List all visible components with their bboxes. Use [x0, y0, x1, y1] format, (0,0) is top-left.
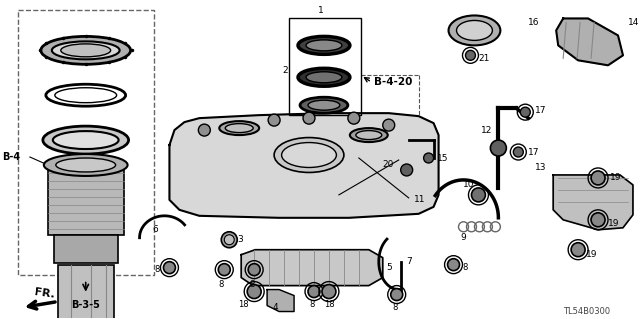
Ellipse shape	[56, 158, 116, 172]
Ellipse shape	[298, 36, 350, 54]
Text: 1: 1	[318, 6, 324, 15]
Text: 4: 4	[272, 303, 278, 312]
Bar	[58, 265, 114, 319]
Ellipse shape	[43, 126, 129, 154]
Text: 21: 21	[479, 54, 490, 63]
Circle shape	[490, 140, 506, 156]
Text: 9: 9	[461, 233, 467, 242]
Ellipse shape	[350, 128, 388, 142]
Text: 15: 15	[436, 153, 448, 162]
Text: 8: 8	[463, 263, 468, 272]
Circle shape	[348, 112, 360, 124]
Circle shape	[571, 243, 585, 257]
Text: 8: 8	[392, 303, 397, 312]
Ellipse shape	[61, 44, 111, 57]
Ellipse shape	[41, 36, 131, 64]
Text: 17: 17	[528, 147, 540, 157]
Circle shape	[224, 235, 234, 245]
Circle shape	[424, 153, 433, 163]
Circle shape	[465, 50, 476, 60]
Text: 6: 6	[152, 225, 158, 234]
Ellipse shape	[53, 131, 118, 149]
Text: 2: 2	[282, 66, 288, 75]
Circle shape	[401, 164, 413, 176]
Circle shape	[163, 262, 175, 274]
Circle shape	[513, 147, 524, 157]
Circle shape	[308, 286, 320, 298]
Text: 18: 18	[238, 300, 248, 309]
Text: 8: 8	[309, 300, 315, 309]
Bar	[54, 235, 118, 263]
Ellipse shape	[449, 15, 500, 45]
Text: 10: 10	[463, 181, 474, 189]
Text: TL54B0300: TL54B0300	[563, 307, 611, 316]
Ellipse shape	[44, 154, 127, 176]
Polygon shape	[556, 19, 623, 65]
Text: 13: 13	[535, 163, 546, 173]
Circle shape	[472, 188, 485, 202]
Ellipse shape	[225, 124, 253, 133]
Text: 20: 20	[382, 160, 394, 169]
Text: 3: 3	[237, 235, 243, 244]
Text: 16: 16	[528, 18, 540, 27]
Circle shape	[221, 232, 237, 248]
Text: 8: 8	[250, 280, 255, 289]
Circle shape	[591, 213, 605, 227]
Circle shape	[520, 107, 531, 117]
Text: 5: 5	[387, 263, 392, 272]
Polygon shape	[267, 290, 294, 312]
Ellipse shape	[298, 68, 350, 86]
Circle shape	[591, 171, 605, 185]
Ellipse shape	[52, 41, 120, 59]
Bar	[289, 19, 361, 115]
Text: 12: 12	[481, 126, 492, 135]
Circle shape	[268, 114, 280, 126]
Bar	[48, 170, 124, 235]
Ellipse shape	[282, 143, 337, 167]
Text: 14: 14	[628, 18, 639, 27]
Text: B-4-20: B-4-20	[374, 77, 412, 87]
Text: 8: 8	[155, 265, 160, 274]
Circle shape	[447, 259, 460, 271]
Circle shape	[248, 264, 260, 276]
Circle shape	[383, 119, 395, 131]
Text: 19: 19	[610, 174, 621, 182]
Circle shape	[303, 112, 315, 124]
Ellipse shape	[456, 20, 492, 41]
Polygon shape	[241, 250, 383, 286]
Circle shape	[247, 285, 261, 299]
Text: 17: 17	[535, 106, 547, 115]
Ellipse shape	[308, 100, 340, 110]
Text: 19: 19	[608, 219, 620, 228]
Text: 18: 18	[324, 300, 334, 309]
Ellipse shape	[356, 130, 381, 140]
Text: 8: 8	[219, 280, 224, 289]
Circle shape	[391, 289, 403, 300]
Ellipse shape	[274, 137, 344, 173]
Text: 7: 7	[406, 257, 412, 266]
Ellipse shape	[220, 121, 259, 135]
Ellipse shape	[306, 40, 342, 51]
Polygon shape	[553, 175, 633, 230]
Text: 11: 11	[413, 195, 425, 204]
Circle shape	[322, 285, 336, 299]
Text: B-4: B-4	[2, 152, 20, 162]
Text: B-3-5: B-3-5	[71, 300, 100, 309]
Text: FR.: FR.	[34, 287, 56, 300]
Text: 19: 19	[586, 250, 598, 259]
Polygon shape	[170, 113, 438, 218]
Ellipse shape	[300, 97, 348, 113]
Circle shape	[198, 124, 211, 136]
Circle shape	[218, 264, 230, 276]
Ellipse shape	[306, 72, 342, 83]
